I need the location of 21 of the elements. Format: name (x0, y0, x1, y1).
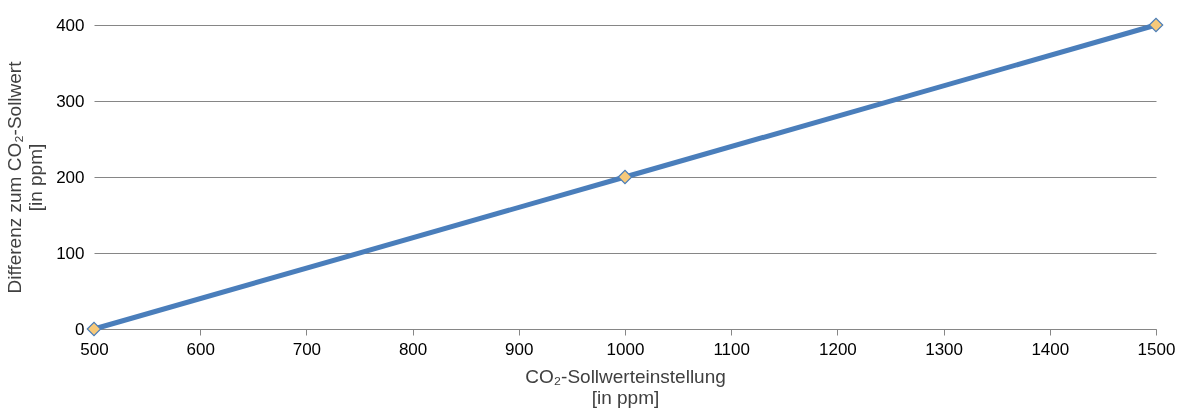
x-tick-label: 1500 (1137, 339, 1176, 359)
x-tick-label: 900 (505, 339, 534, 359)
x-tick-label: 500 (80, 339, 109, 359)
x-tick-label: 700 (292, 339, 322, 359)
y-tick-label: 300 (56, 91, 85, 111)
y-tick-label: 200 (56, 167, 85, 187)
x-axis-title: CO₂-Sollwerteinstellung [in ppm] (525, 365, 726, 408)
x-tick-label: 1300 (925, 339, 964, 359)
x-tick-label: 1000 (606, 339, 645, 359)
y-tick-label: 400 (56, 15, 85, 35)
x-tick-label: 600 (186, 339, 215, 359)
x-tick-label: 1400 (1031, 339, 1070, 359)
x-tick-label: 800 (398, 339, 428, 359)
point (86, 321, 102, 337)
y-axis-title: Differenz zum CO₂-Sollwert [in ppm] (4, 60, 47, 294)
y-tick-label: 100 (56, 243, 85, 263)
point (617, 169, 633, 185)
x-tick-label: 1200 (818, 339, 857, 359)
point (1148, 17, 1164, 33)
y-tick-label: 0 (75, 319, 85, 339)
x-tick-label: 1100 (713, 339, 750, 359)
